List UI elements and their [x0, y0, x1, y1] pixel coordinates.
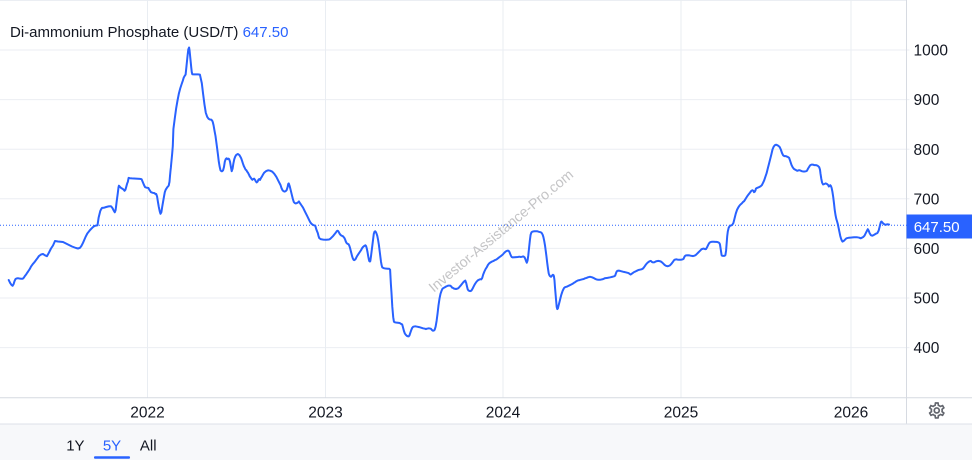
svg-text:1000: 1000 — [914, 43, 949, 60]
svg-text:800: 800 — [914, 142, 940, 159]
svg-text:900: 900 — [914, 92, 940, 109]
svg-text:1Y: 1Y — [66, 437, 84, 454]
svg-text:2025: 2025 — [664, 404, 698, 421]
svg-text:2023: 2023 — [308, 404, 342, 421]
svg-text:All: All — [140, 437, 157, 454]
svg-text:700: 700 — [914, 191, 940, 208]
svg-text:500: 500 — [914, 291, 940, 308]
svg-text:2022: 2022 — [130, 404, 164, 421]
svg-text:2024: 2024 — [486, 404, 521, 421]
svg-text:400: 400 — [914, 340, 940, 357]
svg-text:2026: 2026 — [834, 404, 868, 421]
svg-text:600: 600 — [914, 241, 940, 258]
svg-text:647.50: 647.50 — [914, 219, 960, 236]
svg-text:Di-ammonium Phosphate (USD/T): Di-ammonium Phosphate (USD/T) 647.50 — [10, 24, 288, 41]
svg-text:5Y: 5Y — [103, 437, 121, 454]
